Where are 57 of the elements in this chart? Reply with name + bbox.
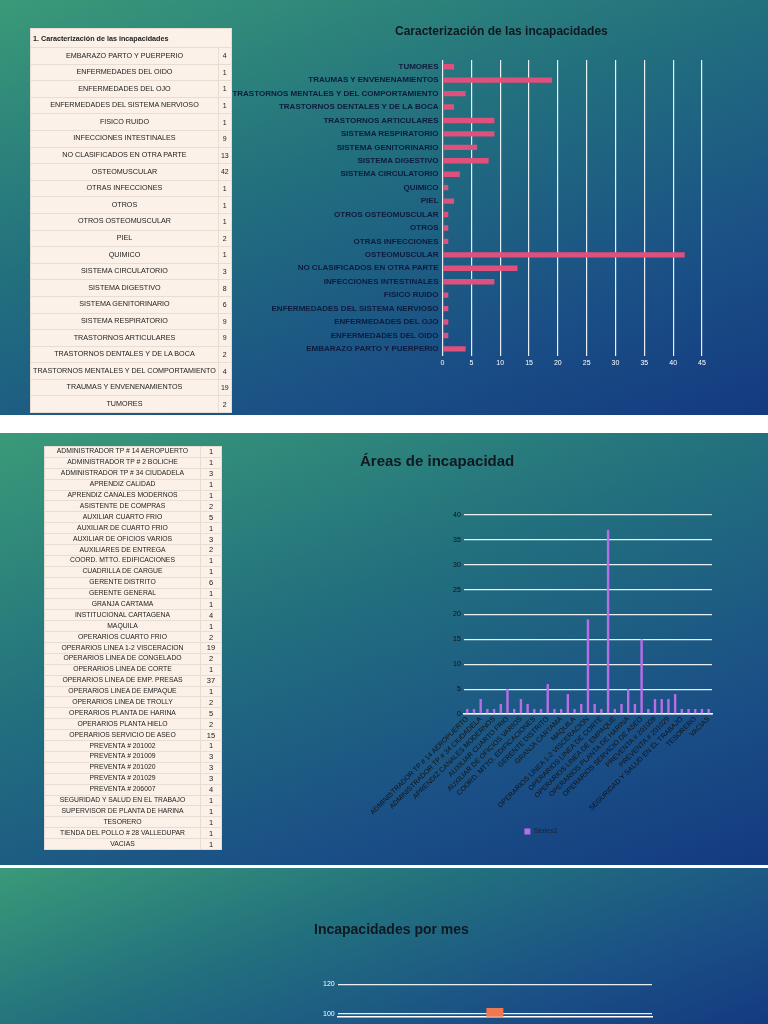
y-tick-label: NO CLASIFICADOS EN OTRA PARTE bbox=[297, 263, 440, 273]
bar bbox=[443, 319, 449, 325]
chart-title: Incapacidades por mes bbox=[314, 921, 469, 937]
bar bbox=[443, 64, 455, 70]
bar bbox=[443, 265, 518, 271]
bar bbox=[443, 346, 466, 352]
bar bbox=[443, 198, 455, 204]
y-tick-label: OSTEOMUSCULAR bbox=[364, 250, 439, 260]
bar bbox=[443, 158, 489, 164]
bar bbox=[573, 709, 576, 714]
y-tick-label: SISTEMA DIGESTIVO bbox=[357, 155, 439, 165]
bar bbox=[687, 709, 690, 714]
bar bbox=[443, 144, 478, 151]
bar bbox=[443, 225, 449, 231]
chart-title: Caracterización de las incapacidades bbox=[395, 24, 608, 38]
bar bbox=[443, 117, 495, 124]
y-tick-label: QUIMICO bbox=[403, 182, 439, 192]
y-tick-label: OTROS OSTEOMUSCULAR bbox=[334, 209, 439, 219]
chart-title: Áreas de incapacidad bbox=[360, 452, 515, 469]
y-tick-label: TRASTORNOS DENTALES Y DE LA BOCA bbox=[278, 102, 439, 112]
bar bbox=[647, 709, 650, 714]
bar bbox=[443, 77, 553, 83]
bar bbox=[443, 131, 495, 137]
y-tick-label: PIEL bbox=[420, 196, 439, 206]
y-tick-label: INFECCIONES INTESTINALES bbox=[323, 276, 440, 286]
y-tick-label: SISTEMA RESPIRATORIO bbox=[340, 129, 439, 139]
bar bbox=[443, 171, 460, 177]
bar bbox=[486, 709, 489, 714]
y-tick-label: EMBARAZO PARTO Y PUERPERIO bbox=[306, 344, 439, 354]
y-tick-label: TRASTORNOS MENTALES Y DEL COMPORTAMIENTO bbox=[232, 88, 439, 98]
y-tick-label: ENFERMEDADES DEL OIDO bbox=[330, 330, 439, 340]
bar bbox=[620, 704, 623, 714]
y-tick-label: TRASTORNOS ARTICULARES bbox=[323, 115, 440, 125]
bar bbox=[533, 709, 536, 714]
bar bbox=[600, 709, 603, 714]
bar bbox=[443, 252, 685, 258]
bar bbox=[553, 709, 556, 714]
y-tick-label: OTROS bbox=[410, 223, 440, 233]
y-tick-label: ENFERMEDADES DEL OJO bbox=[334, 317, 439, 327]
y-tick-label: SISTEMA GENITORINARIO bbox=[336, 142, 439, 152]
y-tick-label: OTRAS INFECCIONES bbox=[353, 236, 440, 246]
bar bbox=[506, 689, 509, 714]
bar bbox=[443, 279, 495, 285]
y-tick-label: FISICO RUIDO bbox=[383, 290, 439, 300]
bar bbox=[526, 704, 529, 714]
y-tick-label: TRAUMAS Y ENVENENAMIENTOS bbox=[308, 75, 440, 85]
bar bbox=[593, 704, 596, 714]
bar bbox=[443, 90, 466, 97]
y-tick-label: TUMORES bbox=[398, 61, 440, 71]
bar bbox=[640, 639, 643, 714]
bar bbox=[443, 292, 449, 298]
y-tick-label: ENFERMEDADES DEL SISTEMA NERVIOSO bbox=[271, 303, 439, 313]
y-tick-label: SISTEMA CIRCULATORIO bbox=[340, 169, 439, 179]
bar bbox=[707, 709, 710, 714]
bar bbox=[667, 699, 670, 714]
bar bbox=[443, 104, 455, 110]
bar bbox=[479, 699, 482, 714]
